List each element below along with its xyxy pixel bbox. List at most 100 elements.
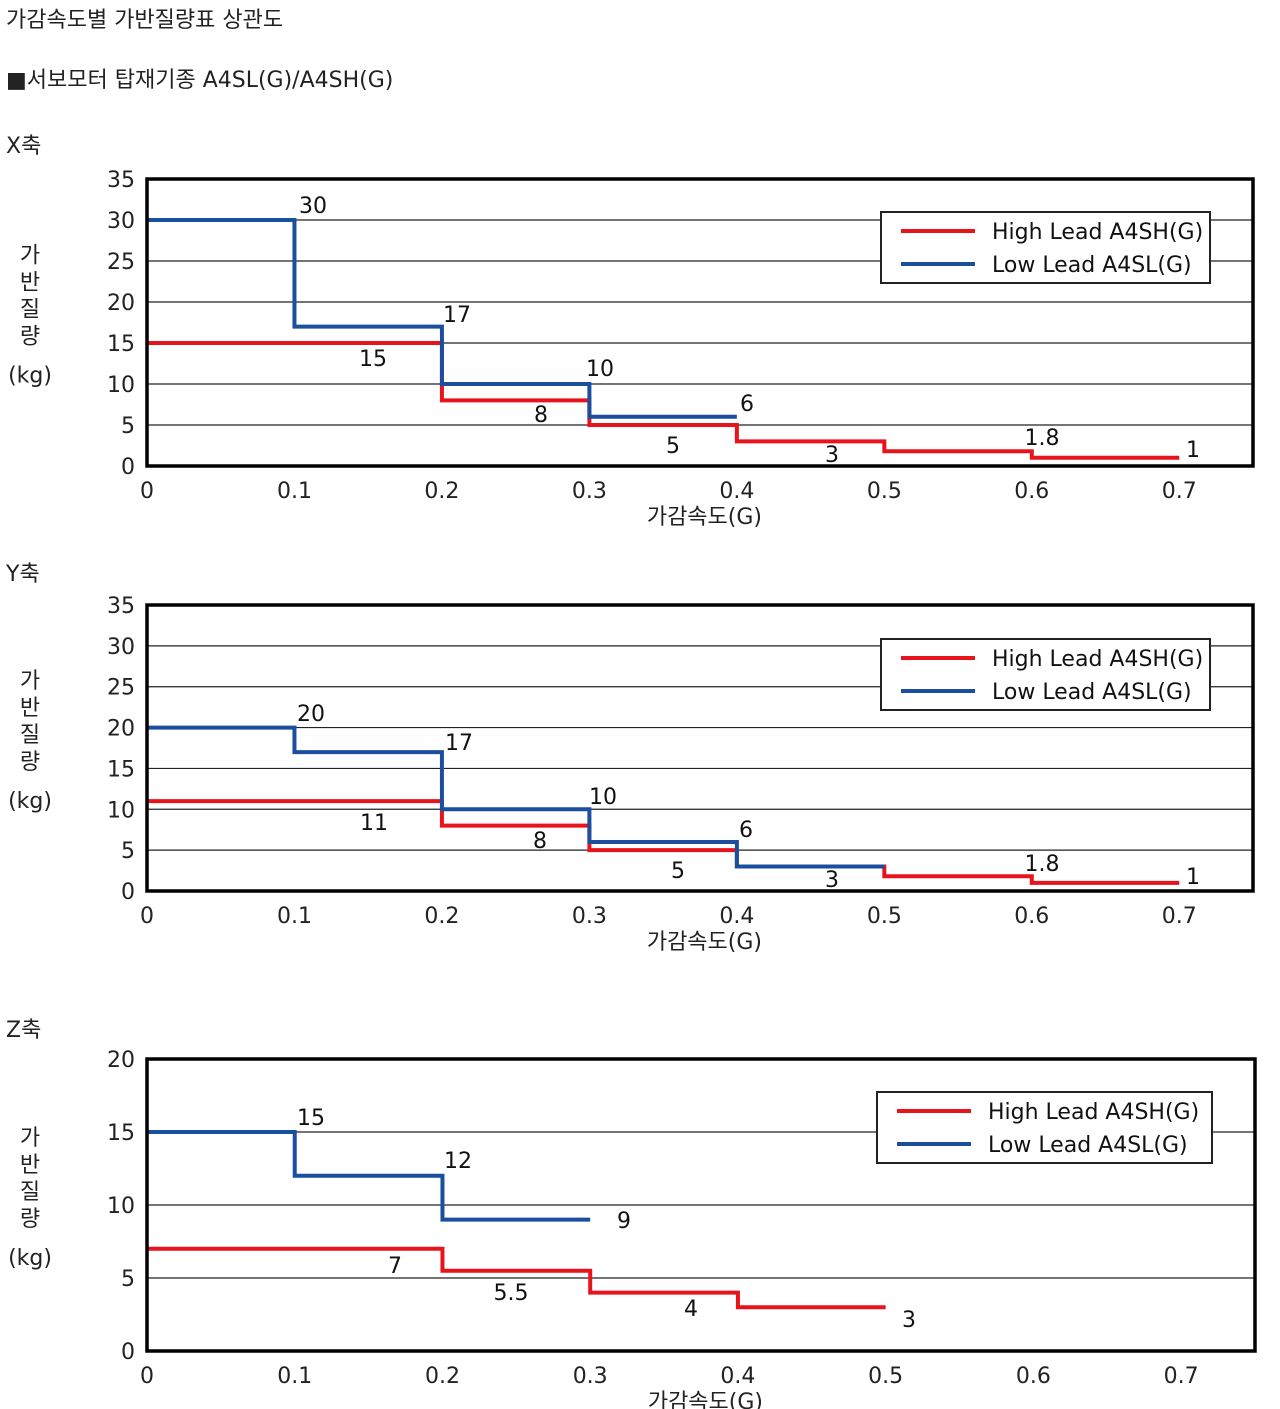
chart1-xtick-label: 0.6 xyxy=(1014,904,1049,929)
chart1-xtick-label: 0.4 xyxy=(719,904,754,929)
chart1-data-label: 8 xyxy=(533,829,547,854)
chart0-ylabel-unit: (kg) xyxy=(8,364,52,389)
chart0-xtick-label: 0.2 xyxy=(424,479,459,504)
chart1-xtick-label: 0.2 xyxy=(424,904,459,929)
chart2-data-label: 12 xyxy=(444,1149,472,1174)
chart1-xtick-label: 0.1 xyxy=(277,904,312,929)
chart2-plot-frame xyxy=(145,1057,1257,1353)
chart0-ytick-label: 35 xyxy=(107,168,135,193)
chart0-data-label: 5 xyxy=(666,434,680,459)
chart1-data-label: 11 xyxy=(360,811,388,836)
chart2-ytick-label: 5 xyxy=(121,1267,135,1292)
chart1-ytick-label: 20 xyxy=(107,717,135,742)
chart0-xtick-label: 0.5 xyxy=(867,479,902,504)
chart1-series-high-lead-line xyxy=(147,799,1180,885)
chart2-xtick-label: 0.3 xyxy=(573,1364,608,1389)
chart2-ylabel-char: 량 xyxy=(20,1207,40,1232)
chart2-series-low-lead-line xyxy=(147,1130,591,1222)
chart1-ylabel-char: 량 xyxy=(20,750,40,775)
chart2-data-label: 15 xyxy=(297,1106,325,1131)
chart0-series-low-lead-line xyxy=(147,218,737,419)
panel-title-y: Y축 xyxy=(6,562,40,587)
chart2-xtick-label: 0.7 xyxy=(1164,1364,1199,1389)
chart2-xtick-label: 0.4 xyxy=(720,1364,755,1389)
chart1-series-low-lead-line xyxy=(147,725,885,869)
chart0-data-label: 8 xyxy=(534,403,548,428)
chart1-ylabel-char: 가 xyxy=(20,669,40,694)
chart2-data-label: 3 xyxy=(902,1308,916,1333)
chart1-plot-frame xyxy=(145,603,1255,893)
chart2-xtick-label: 0.5 xyxy=(868,1364,903,1389)
page-title: 가감속도별 가반질량표 상관도 xyxy=(6,8,284,33)
chart1-data-label: 20 xyxy=(297,702,325,727)
chart1-data-label: 3 xyxy=(825,868,839,893)
chart0-xtick-label: 0.7 xyxy=(1162,479,1197,504)
model-line: ■서보모터 탑재기종 A4SL(G)/A4SH(G) xyxy=(6,68,394,93)
chart2-ytick-label: 10 xyxy=(107,1194,135,1219)
chart0-series-high-lead-line xyxy=(147,341,1180,460)
chart0-xtick-label: 0 xyxy=(140,479,154,504)
chart0-ytick-label: 30 xyxy=(107,209,135,234)
chart1-ytick-label: 10 xyxy=(107,798,135,823)
chart0-data-label: 1.8 xyxy=(1025,426,1060,451)
chart1-ylabel-char: 반 xyxy=(20,696,40,721)
chart1-xtick-label: 0 xyxy=(140,904,154,929)
chart2-legend-box xyxy=(876,1091,1213,1164)
chart1-ytick-label: 30 xyxy=(107,635,135,660)
chart1-ytick-label: 0 xyxy=(121,880,135,905)
chart0-data-label: 15 xyxy=(359,347,387,372)
chart0-ytick-label: 25 xyxy=(107,250,135,275)
chart1-legend-box xyxy=(880,638,1211,711)
chart1-data-label: 17 xyxy=(445,731,473,756)
chart0-ytick-label: 5 xyxy=(121,414,135,439)
chart2-ylabel-char: 가 xyxy=(20,1126,40,1151)
chart1-ytick-label: 5 xyxy=(121,839,135,864)
chart0-data-label: 3 xyxy=(825,443,839,468)
chart0-ylabel-char: 질 xyxy=(20,298,40,323)
chart1-ytick-label: 15 xyxy=(107,757,135,782)
chart1-ytick-label: 35 xyxy=(107,594,135,619)
chart0-data-label: 17 xyxy=(443,303,471,328)
chart1-data-label: 1 xyxy=(1186,865,1200,890)
chart2-ytick-label: 20 xyxy=(107,1048,135,1073)
chart2-data-label: 4 xyxy=(684,1297,698,1322)
chart2-ytick-label: 0 xyxy=(121,1340,135,1365)
chart0-xtick-label: 0.6 xyxy=(1014,479,1049,504)
chart1-data-label: 5 xyxy=(671,859,685,884)
chart1-legend-label: Low Lead A4SL(G) xyxy=(992,680,1192,705)
chart1-ytick-label: 25 xyxy=(107,676,135,701)
chart1-xlabel: 가감속도(G) xyxy=(647,930,762,955)
chart2-xtick-label: 0 xyxy=(140,1364,154,1389)
chart1-xtick-label: 0.3 xyxy=(572,904,607,929)
chart0-ytick-label: 0 xyxy=(121,455,135,480)
chart0-legend-label: High Lead A4SH(G) xyxy=(992,220,1203,245)
chart0-xtick-label: 0.1 xyxy=(277,479,312,504)
chart1-data-label: 6 xyxy=(739,818,753,843)
chart0-data-label: 1 xyxy=(1186,438,1200,463)
chart0-legend-box xyxy=(880,211,1211,284)
chart0-xtick-label: 0.3 xyxy=(572,479,607,504)
chart2-ylabel-unit: (kg) xyxy=(8,1246,52,1271)
chart1-xtick-label: 0.7 xyxy=(1162,904,1197,929)
chart0-legend-label: Low Lead A4SL(G) xyxy=(992,253,1192,278)
panel-title-z: Z축 xyxy=(6,1018,42,1043)
chart2-xtick-label: 0.6 xyxy=(1016,1364,1051,1389)
chart0-ytick-label: 20 xyxy=(107,291,135,316)
chart1-data-label: 1.8 xyxy=(1025,852,1060,877)
chart0-ylabel-char: 반 xyxy=(20,271,40,296)
chart0-ylabel-char: 가 xyxy=(20,244,40,269)
chart2-xtick-label: 0.1 xyxy=(277,1364,312,1389)
chart0-plot-frame xyxy=(145,177,1255,468)
chart1-legend-label: High Lead A4SH(G) xyxy=(992,647,1203,672)
chart2-ylabel-char: 질 xyxy=(20,1180,40,1205)
chart0-data-label: 10 xyxy=(586,357,614,382)
chart1-xtick-label: 0.5 xyxy=(867,904,902,929)
chart2-xlabel: 가감속도(G) xyxy=(648,1390,763,1409)
chart2-data-label: 7 xyxy=(388,1254,402,1279)
panel-title-x: X축 xyxy=(6,134,42,159)
chart1-ylabel-char: 질 xyxy=(20,723,40,748)
chart2-xtick-label: 0.2 xyxy=(425,1364,460,1389)
